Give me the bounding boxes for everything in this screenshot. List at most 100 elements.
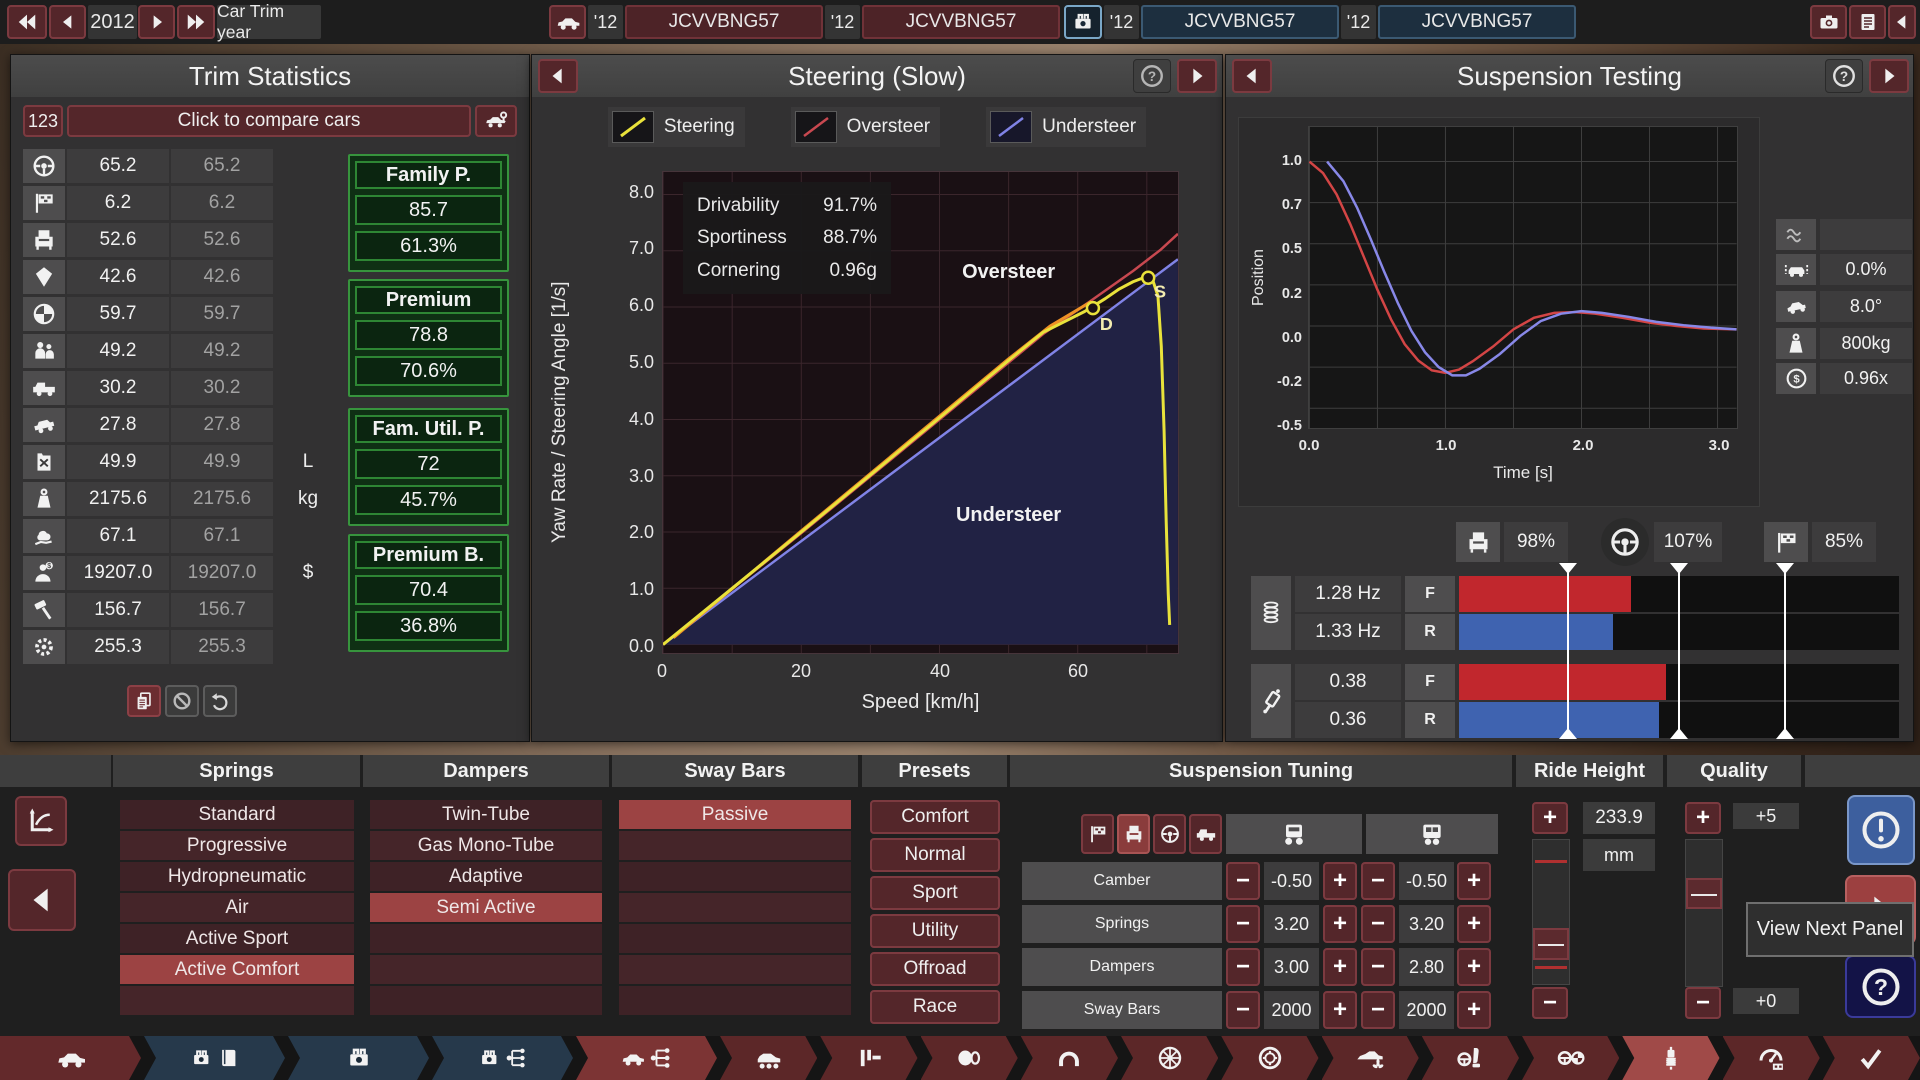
steering-help-button[interactable] (1133, 59, 1171, 93)
engine-variant-tab[interactable]: JCVVBNG57 (1378, 5, 1576, 39)
dampers-option-adaptive[interactable]: Adaptive (370, 862, 602, 891)
tuning-focus-comfort-button-active[interactable] (1117, 814, 1150, 854)
preset-utility-button[interactable]: Utility (870, 914, 1000, 948)
tab-drivetrain[interactable] (820, 1036, 917, 1080)
engine-family-tab[interactable]: JCVVBNG57 (1141, 5, 1339, 39)
screenshot-button[interactable] (1810, 5, 1847, 39)
undo-button[interactable] (203, 685, 237, 717)
front-response-line (1309, 160, 1737, 375)
springs-rear-minus-button[interactable]: − (1361, 905, 1395, 943)
compare-cars-button[interactable]: Click to compare cars (67, 105, 471, 137)
stat-value: 19207.0 (67, 556, 169, 590)
dampers-option-semi-active-selected[interactable]: Semi Active (370, 893, 602, 922)
next-graph-button[interactable] (1177, 59, 1217, 93)
prev-graph-button[interactable] (538, 59, 578, 93)
preset-offroad-button[interactable]: Offroad (870, 952, 1000, 986)
tab-aerodynamics[interactable] (1322, 1036, 1419, 1080)
tab-interior[interactable] (1422, 1036, 1519, 1080)
ride-height-slider-handle[interactable] (1533, 928, 1569, 960)
springs-front-minus-button[interactable]: − (1226, 905, 1260, 943)
tab-body-styling[interactable] (921, 1036, 1018, 1080)
tab-engine-tuning[interactable] (432, 1036, 573, 1080)
ride-height-plus-button[interactable]: + (1532, 802, 1568, 834)
springs-option-active-comfort-selected[interactable]: Active Comfort (120, 955, 354, 984)
springs-option-air[interactable]: Air (120, 893, 354, 922)
prev-panel-button[interactable] (1232, 59, 1272, 93)
next-panel-button[interactable] (1869, 59, 1909, 93)
tuning-focus-utility-button[interactable] (1189, 814, 1222, 854)
copy-stats-button[interactable] (127, 685, 161, 717)
sway-option-passive-selected[interactable]: Passive (619, 800, 851, 829)
tab-chassis[interactable] (720, 1036, 817, 1080)
tab-brakes[interactable] (1221, 1036, 1318, 1080)
year-back-button[interactable] (49, 5, 86, 39)
camber-rear-plus-button[interactable]: + (1457, 862, 1491, 900)
legend-oversteer[interactable]: Oversteer (790, 107, 941, 147)
sway-front-minus-button[interactable]: − (1226, 991, 1260, 1029)
tab-wheels[interactable] (1121, 1036, 1218, 1080)
tab-driver-assists[interactable] (1522, 1036, 1619, 1080)
tuning-focus-drivability-button[interactable] (1153, 814, 1186, 854)
quality-slider[interactable] (1685, 839, 1723, 987)
clear-compare-button[interactable] (165, 685, 199, 717)
tab-car-body[interactable] (0, 1036, 141, 1080)
help-button[interactable] (1845, 955, 1916, 1018)
springs-front-plus-button[interactable]: + (1323, 905, 1357, 943)
tab-engine-variant[interactable] (288, 1036, 429, 1080)
dampers-rear-minus-button[interactable]: − (1361, 948, 1395, 986)
tab-engine-family[interactable] (144, 1036, 285, 1080)
year-fast-back-button[interactable] (7, 5, 47, 39)
tab-tyres[interactable] (1021, 1036, 1118, 1080)
springs-option-active-sport[interactable]: Active Sport (120, 924, 354, 953)
warnings-button[interactable] (1847, 795, 1915, 865)
tab-finish[interactable] (1823, 1036, 1920, 1080)
ride-height-minus-button[interactable]: − (1532, 987, 1568, 1019)
camber-front-plus-button[interactable]: + (1323, 862, 1357, 900)
springs-option-hydropneumatic[interactable]: Hydropneumatic (120, 862, 354, 891)
springs-option-progressive[interactable]: Progressive (120, 831, 354, 860)
trim-tab[interactable]: JCVVBNG57 (862, 5, 1060, 39)
year-fast-forward-button[interactable] (177, 5, 215, 39)
camber-rear-minus-button[interactable]: − (1361, 862, 1395, 900)
engine-icon-button[interactable] (1064, 5, 1102, 39)
preset-race-button[interactable]: Race (870, 990, 1000, 1024)
model-tab[interactable]: JCVVBNG57 (625, 5, 823, 39)
back-button[interactable] (1888, 5, 1916, 39)
dampers-option-gas-mono-tube[interactable]: Gas Mono-Tube (370, 831, 602, 860)
sway-front-plus-button[interactable]: + (1323, 991, 1357, 1029)
dampers-option-twin-tube[interactable]: Twin-Tube (370, 800, 602, 829)
compare-number-button[interactable]: 123 (23, 105, 63, 137)
ride-height-slider[interactable] (1532, 839, 1570, 985)
tab-test-track[interactable] (1723, 1036, 1820, 1080)
quality-slider-handle[interactable] (1686, 878, 1722, 909)
sway-rear-plus-button[interactable]: + (1457, 991, 1491, 1029)
camber-front-minus-button[interactable]: − (1226, 862, 1260, 900)
stat-value-compare: 156.7 (171, 593, 273, 627)
sway-rear-minus-button[interactable]: − (1361, 991, 1395, 1029)
suspension-response-chart[interactable] (1308, 126, 1738, 429)
dampers-front-plus-button[interactable]: + (1323, 948, 1357, 986)
preset-sport-button[interactable]: Sport (870, 876, 1000, 910)
legend-understeer[interactable]: Understeer (986, 107, 1147, 147)
graph-toggle-button[interactable] (15, 796, 67, 846)
springs-rear-plus-button[interactable]: + (1457, 905, 1491, 943)
x-tick: 40 (929, 661, 951, 681)
back-section-button[interactable] (8, 869, 76, 931)
dampers-rear-plus-button[interactable]: + (1457, 948, 1491, 986)
dampers-front-minus-button[interactable]: − (1226, 948, 1260, 986)
preset-comfort-button[interactable]: Comfort (870, 800, 1000, 834)
legend-steering[interactable]: Steering (607, 107, 745, 147)
notes-button[interactable] (1849, 5, 1886, 39)
quality-plus-button[interactable]: + (1685, 802, 1721, 834)
tuning-focus-sportiness-button[interactable] (1081, 814, 1114, 854)
suspension-help-button[interactable] (1825, 59, 1863, 93)
car-model-icon-button[interactable] (549, 5, 586, 39)
stat-value-compare: 42.6 (171, 260, 273, 294)
preset-normal-button[interactable]: Normal (870, 838, 1000, 872)
tab-suspension-current[interactable] (1622, 1036, 1719, 1080)
year-forward-button[interactable] (138, 5, 175, 39)
tab-car-trim-current-section[interactable] (576, 1036, 717, 1080)
springs-option-standard[interactable]: Standard (120, 800, 354, 829)
car-bookmark-button[interactable] (475, 105, 517, 137)
quality-minus-button[interactable]: − (1685, 987, 1721, 1019)
